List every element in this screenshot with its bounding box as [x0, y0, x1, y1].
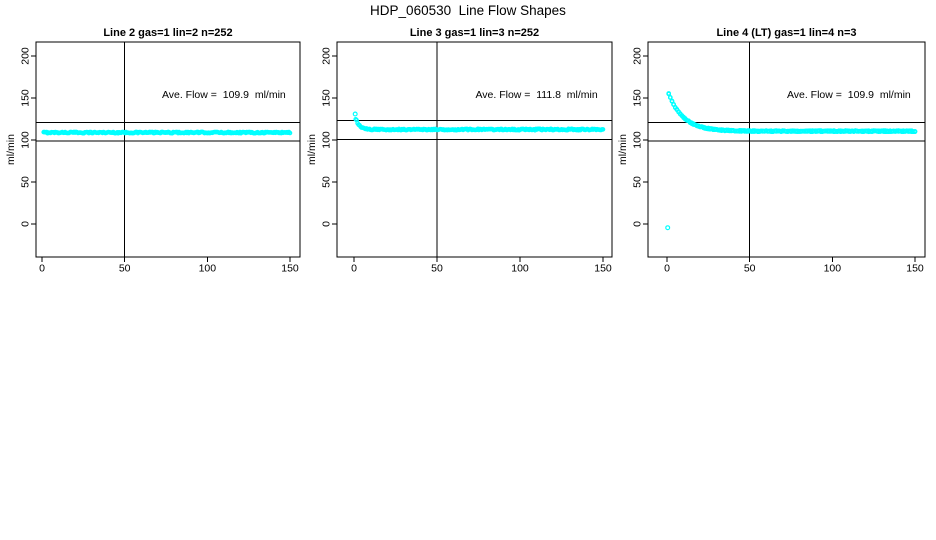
- y-tick-label: 150: [20, 89, 32, 107]
- x-tick-label: 50: [119, 263, 131, 275]
- y-tick-label: 50: [321, 176, 333, 188]
- panel-plot-area: 0 50 100 150 0 50 100 150 200 ml/min: [617, 41, 926, 275]
- panel-plot-area: 0 50 100 150 0 50 100 150 200 ml/min: [306, 41, 613, 275]
- y-axis-label: ml/min: [617, 134, 629, 165]
- plot-box: [647, 41, 926, 258]
- panel-title-line4: Line 4 (LT) gas=1 lin=4 n=3: [716, 27, 857, 39]
- y-tick-label: 0: [321, 221, 333, 227]
- y-tick-label: 150: [321, 89, 333, 107]
- y-tick-label: 200: [20, 47, 32, 65]
- y-tick-label: 150: [632, 89, 644, 107]
- y-tick-label: 50: [20, 176, 32, 188]
- y-tick-label: 100: [20, 131, 32, 149]
- figure-title: HDP_060530 Line Flow Shapes: [370, 3, 566, 18]
- y-tick-label: 200: [632, 47, 644, 65]
- panel-title-line3: Line 3 gas=1 lin=3 n=252: [409, 27, 540, 39]
- panel-title-line2: Line 2 gas=1 lin=2 n=252: [103, 27, 233, 39]
- data-points: [41, 129, 293, 136]
- y-tick-label: 50: [632, 176, 644, 188]
- plot-box: [35, 41, 301, 258]
- outlier-point: [352, 111, 358, 117]
- data-points: [665, 91, 918, 231]
- x-tick-label: 100: [511, 263, 529, 275]
- ave-flow-annotation: Ave. Flow = 109.9 ml/min: [786, 89, 911, 102]
- x-tick-label: 0: [39, 263, 45, 275]
- x-tick-label: 100: [824, 263, 842, 275]
- data-points: [352, 111, 606, 133]
- x-tick-label: 100: [199, 263, 217, 275]
- y-axis-label: ml/min: [306, 134, 318, 165]
- y-tick-label: 0: [20, 221, 32, 227]
- y-axis-label: ml/min: [5, 134, 17, 165]
- x-tick-label: 150: [281, 263, 299, 275]
- y-tick-label: 100: [632, 131, 644, 149]
- plot-box: [336, 41, 613, 258]
- y-tick-label: 0: [632, 221, 644, 227]
- x-tick-label: 50: [744, 263, 756, 275]
- y-tick-label: 100: [321, 131, 333, 149]
- outlier-point: [665, 225, 671, 231]
- ave-flow-annotation: Ave. Flow = 111.8 ml/min: [475, 89, 598, 102]
- x-tick-label: 150: [594, 263, 612, 275]
- y-tick-label: 200: [321, 47, 333, 65]
- panel-plot-area: 0 50 100 150 0 50 100 150 200 ml/min: [5, 41, 301, 275]
- x-tick-label: 0: [664, 263, 670, 275]
- x-tick-label: 150: [906, 263, 924, 275]
- ave-flow-annotation: Ave. Flow = 109.9 ml/min: [161, 89, 286, 102]
- x-tick-label: 0: [351, 263, 357, 275]
- x-tick-label: 50: [431, 263, 443, 275]
